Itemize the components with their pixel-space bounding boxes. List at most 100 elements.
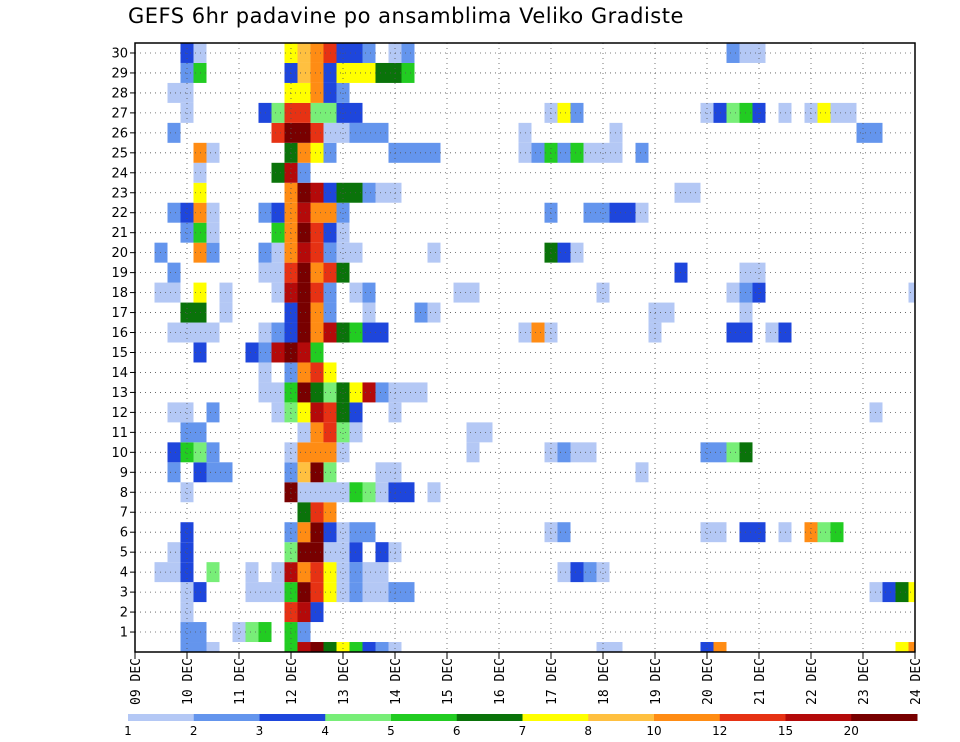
- heatmap-cell: [180, 562, 194, 583]
- heatmap-cell: [596, 642, 610, 652]
- heatmap-cell: [635, 462, 649, 483]
- colorbar-swatch: [128, 714, 195, 721]
- heatmap-cell: [310, 242, 324, 263]
- heatmap-cell: [713, 642, 727, 652]
- heatmap-cell: [310, 202, 324, 223]
- heatmap-cell: [596, 282, 610, 303]
- heatmap-cell: [661, 302, 675, 323]
- heatmap-cell: [336, 82, 350, 103]
- colorbar-swatch: [522, 714, 589, 721]
- chart-title: GEFS 6hr padavine po ansamblima Veliko G…: [128, 4, 684, 28]
- heatmap-cell: [362, 282, 376, 303]
- heatmap-cell: [206, 322, 220, 343]
- heatmap-cell: [336, 262, 350, 283]
- heatmap-cell: [375, 562, 389, 583]
- heatmap-cell: [193, 642, 207, 652]
- heatmap-cell: [245, 622, 259, 643]
- heatmap-cell: [752, 522, 766, 543]
- heatmap-cell: [297, 622, 311, 643]
- heatmap-cell: [297, 462, 311, 483]
- x-tick-label: 10 DEC: [181, 658, 196, 705]
- heatmap-cell: [180, 222, 194, 243]
- heatmap-cell: [297, 282, 311, 303]
- heatmap-cell: [297, 162, 311, 183]
- heatmap-cell: [180, 202, 194, 223]
- x-tick-label: 15 DEC: [441, 658, 456, 705]
- heatmap-cell: [557, 142, 571, 163]
- heatmap-cell: [232, 622, 246, 643]
- heatmap-cell: [167, 542, 181, 563]
- heatmap-cell: [180, 442, 194, 463]
- heatmap-cell: [375, 462, 389, 483]
- heatmap-cell: [336, 422, 350, 443]
- heatmap-cell: [375, 482, 389, 503]
- x-tick-label: 13 DEC: [337, 658, 352, 705]
- x-tick-label: 12 DEC: [285, 658, 300, 705]
- heatmap-cell: [180, 642, 194, 652]
- x-tick-label: 11 DEC: [233, 658, 248, 705]
- heatmap-cell: [427, 242, 441, 263]
- heatmap-cell: [557, 102, 571, 123]
- heatmap-cell: [271, 562, 285, 583]
- heatmap-cell: [752, 102, 766, 123]
- colorbar-swatch: [391, 714, 458, 721]
- heatmap-cell: [310, 562, 324, 583]
- heatmap-cell: [336, 522, 350, 543]
- heatmap-cell: [206, 442, 220, 463]
- y-tick-label: 30: [111, 46, 128, 61]
- heatmap-cell: [180, 422, 194, 443]
- heatmap-cell: [401, 62, 415, 83]
- heatmap-cell: [765, 322, 779, 343]
- heatmap-cell: [388, 642, 402, 652]
- x-tick-label: 24 DEC: [909, 658, 924, 705]
- y-tick-label: 25: [111, 146, 128, 161]
- heatmap-cell: [336, 102, 350, 123]
- heatmap-cell: [271, 322, 285, 343]
- heatmap-cell: [375, 62, 389, 83]
- heatmap-cell: [271, 342, 285, 363]
- heatmap-cell: [817, 102, 831, 123]
- heatmap-cell: [310, 102, 324, 123]
- heatmap-cell: [310, 362, 324, 383]
- heatmap-cell: [375, 382, 389, 403]
- heatmap-cell: [180, 542, 194, 563]
- heatmap-cell: [752, 282, 766, 303]
- heatmap-cell: [557, 442, 571, 463]
- heatmap-cell: [310, 442, 324, 463]
- heatmap-cell: [700, 642, 714, 652]
- x-tick-label: 17 DEC: [545, 658, 560, 705]
- colorbar-swatch: [325, 714, 392, 721]
- heatmap-cell: [245, 582, 259, 603]
- heatmap-cell: [557, 242, 571, 263]
- heatmap-cell: [336, 542, 350, 563]
- y-tick-label: 3: [120, 586, 128, 601]
- heatmap-cells: [154, 43, 915, 652]
- heatmap-cell: [336, 402, 350, 423]
- heatmap-cell: [310, 302, 324, 323]
- heatmap-cell: [297, 262, 311, 283]
- heatmap-cell: [206, 462, 220, 483]
- plot-frame: [134, 42, 916, 653]
- y-tick-label: 4: [120, 566, 128, 581]
- heatmap-cell: [310, 382, 324, 403]
- heatmap-cell: [336, 562, 350, 583]
- heatmap-cell: [310, 342, 324, 363]
- heatmap-cell: [284, 642, 298, 652]
- heatmap-cell: [570, 242, 584, 263]
- heatmap-cell: [271, 262, 285, 283]
- heatmap-cell: [362, 302, 376, 323]
- heatmap-cell: [297, 142, 311, 163]
- heatmap-cell: [531, 322, 545, 343]
- heatmap-cell: [297, 502, 311, 523]
- y-tick-label: 1: [120, 626, 128, 641]
- heatmap-cell: [297, 362, 311, 383]
- heatmap-cell: [726, 442, 740, 463]
- y-tick-label: 13: [111, 386, 128, 401]
- heatmap-cell: [297, 62, 311, 83]
- heatmap-cell: [726, 102, 740, 123]
- heatmap-cell: [557, 522, 571, 543]
- heatmap-cell: [362, 62, 376, 83]
- x-axis: 09 DEC 10 DEC 11 DEC 12 DEC 13 DEC 14 DEC 15 D…: [129, 652, 924, 705]
- heatmap-cell: [271, 122, 285, 143]
- heatmap-cell: [180, 302, 194, 323]
